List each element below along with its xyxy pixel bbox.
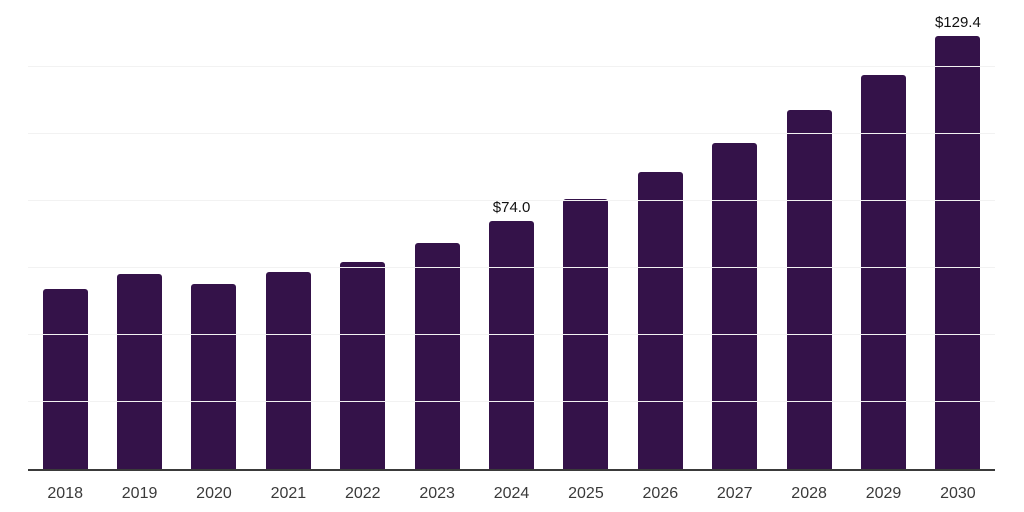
- bar-slot-2021: [251, 0, 325, 469]
- bar-2023: [414, 242, 460, 469]
- bar-2018: [42, 289, 88, 469]
- bar-slot-2029: [846, 0, 920, 469]
- bar-slot-2023: [400, 0, 474, 469]
- x-tick-label-2030: 2030: [940, 485, 976, 502]
- x-tick-label-2025: 2025: [568, 485, 604, 502]
- bar-2020: [191, 284, 237, 469]
- bar-2027: [712, 143, 758, 469]
- gridline: [28, 267, 995, 268]
- x-tick-label-2029: 2029: [865, 485, 902, 502]
- bar-2019: [117, 274, 163, 469]
- x-tick-label-2018: 2018: [47, 485, 83, 502]
- x-tick-label-2027: 2027: [716, 485, 753, 502]
- gridline: [28, 334, 995, 335]
- plot-area: $74.0 $129.4: [28, 0, 995, 469]
- x-axis-labels: 2018 2019 2020 2021 2022 2023 2024 2025 2026 2027…: [28, 471, 995, 503]
- gridline: [28, 66, 995, 67]
- x-axis-line: [28, 469, 995, 471]
- bar-slot-2020: [177, 0, 251, 469]
- x-tick-label-2026: 2026: [642, 485, 679, 502]
- bar-slot-2018: [28, 0, 102, 469]
- value-label-2024: $74.0: [492, 199, 531, 217]
- gridline: [28, 133, 995, 134]
- bar-2024: [489, 221, 535, 469]
- value-label-2030: $129.4: [934, 13, 981, 31]
- bar-slot-2022: [326, 0, 400, 469]
- x-tick-label-2023: 2023: [419, 485, 455, 502]
- bar-slot-2024: $74.0: [474, 0, 548, 469]
- x-tick-label-2020: 2020: [196, 485, 232, 502]
- bar-slot-2019: [102, 0, 176, 469]
- bar-slot-2025: [549, 0, 623, 469]
- x-tick-label-2024: 2024: [493, 485, 530, 502]
- gridline: [28, 401, 995, 402]
- bars-container: $74.0 $129.4: [28, 0, 995, 469]
- bar-slot-2026: [623, 0, 697, 469]
- gridline: [28, 200, 995, 201]
- bar-slot-2027: [698, 0, 772, 469]
- bar-2028: [786, 109, 832, 469]
- x-tick-label-2021: 2021: [270, 485, 307, 502]
- bar-2030: [935, 35, 981, 469]
- bar-2029: [860, 75, 906, 469]
- bar-slot-2030: $129.4: [921, 0, 995, 469]
- bar-2022: [340, 261, 386, 469]
- bar-slot-2028: [772, 0, 846, 469]
- bar-2026: [637, 171, 683, 469]
- x-tick-label-2028: 2028: [791, 485, 827, 502]
- x-tick-label-2022: 2022: [344, 485, 381, 502]
- bar-2021: [265, 272, 311, 469]
- x-tick-label-2019: 2019: [121, 485, 158, 502]
